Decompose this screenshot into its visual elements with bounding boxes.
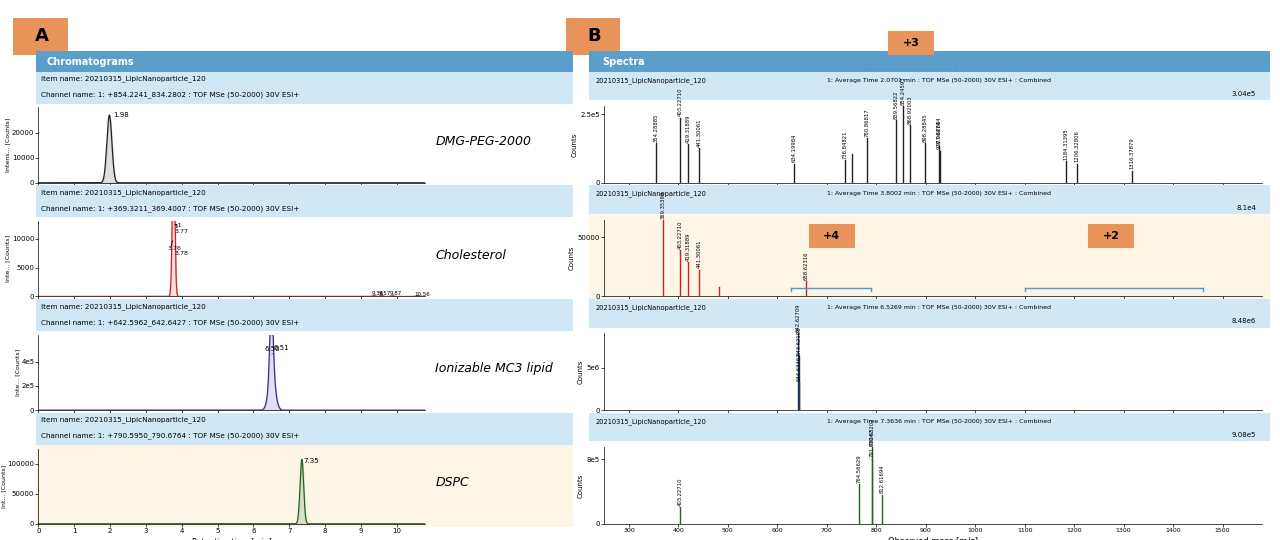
Text: 403.22710: 403.22710 <box>677 221 682 249</box>
Text: 1184.31395: 1184.31395 <box>1064 129 1069 160</box>
Text: 1316.37879: 1316.37879 <box>1129 138 1134 170</box>
Text: 354.28885: 354.28885 <box>653 113 658 141</box>
Text: 790.63202: 790.63202 <box>869 417 874 446</box>
Text: 642.62709: 642.62709 <box>796 303 801 332</box>
Y-axis label: Counts: Counts <box>568 246 575 271</box>
Text: 854.24593: 854.24593 <box>901 77 905 105</box>
X-axis label: Retention time [min]: Retention time [min] <box>192 537 271 540</box>
Text: 20210315_LipicNanoparticle_120: 20210315_LipicNanoparticle_120 <box>595 418 707 424</box>
Text: 658.62316: 658.62316 <box>804 252 809 280</box>
Text: 643.62108: 643.62108 <box>796 327 801 355</box>
Text: 369.35399: 369.35399 <box>660 190 666 219</box>
Text: Item name: 20210315_LipicNanoparticle_120: Item name: 20210315_LipicNanoparticle_12… <box>41 190 206 196</box>
Text: 9.57: 9.57 <box>379 291 392 296</box>
Text: ┓1
3.77: ┓1 3.77 <box>174 224 188 234</box>
Text: 419.31889: 419.31889 <box>685 115 690 143</box>
Text: Cholesterol: Cholesterol <box>435 248 506 261</box>
Text: 791.63047: 791.63047 <box>869 429 874 457</box>
Y-axis label: Counts: Counts <box>572 132 577 157</box>
Y-axis label: Inte... [Counts]: Inte... [Counts] <box>15 349 20 396</box>
Text: 1: Average Time 2.0701 min : TOF MSe (50-2000) 30V ESI+ : Combined: 1: Average Time 2.0701 min : TOF MSe (50… <box>827 78 1051 83</box>
Text: 441.30061: 441.30061 <box>696 240 701 268</box>
Text: Spectra: Spectra <box>603 57 645 66</box>
Y-axis label: Counts: Counts <box>579 473 584 498</box>
Text: 1.98: 1.98 <box>113 112 129 118</box>
Y-axis label: Counts: Counts <box>579 360 584 384</box>
Text: 812.61694: 812.61694 <box>879 465 884 494</box>
Text: 8.48e6: 8.48e6 <box>1231 318 1256 325</box>
Text: 20210315_LipicNanoparticle_120: 20210315_LipicNanoparticle_120 <box>595 304 707 311</box>
Text: 6.51: 6.51 <box>274 345 289 352</box>
Text: Chromatograms: Chromatograms <box>46 57 134 66</box>
Y-axis label: Intens... [Counts]: Intens... [Counts] <box>5 118 10 172</box>
FancyBboxPatch shape <box>36 51 573 526</box>
FancyBboxPatch shape <box>13 18 68 55</box>
Text: 3.04e5: 3.04e5 <box>1231 91 1256 97</box>
Text: 868.92003: 868.92003 <box>908 96 913 124</box>
Text: +2: +2 <box>1102 231 1120 241</box>
Text: 10.56: 10.56 <box>413 292 430 296</box>
Text: 898.28845: 898.28845 <box>923 113 927 141</box>
FancyBboxPatch shape <box>1088 224 1134 248</box>
Text: 927.96474: 927.96474 <box>937 121 942 150</box>
FancyBboxPatch shape <box>589 51 1270 526</box>
Text: 839.56822: 839.56822 <box>893 90 899 119</box>
Text: 403.22710: 403.22710 <box>677 477 682 506</box>
FancyBboxPatch shape <box>566 18 621 55</box>
Text: 1: Average Time 6.5269 min : TOF MSe (50-2000) 30V ESI+ : Combined: 1: Average Time 6.5269 min : TOF MSe (50… <box>827 305 1051 310</box>
Text: 644.63462: 644.63462 <box>797 353 801 381</box>
FancyBboxPatch shape <box>888 31 934 55</box>
Text: 403.22710: 403.22710 <box>677 88 682 117</box>
Text: Channel name: 1: +369.3211_369.4007 : TOF MSe (50-2000) 30V ESI+: Channel name: 1: +369.3211_369.4007 : TO… <box>41 205 300 212</box>
Text: 441.30061: 441.30061 <box>696 119 701 147</box>
Text: +4: +4 <box>823 231 840 241</box>
Text: 3.78: 3.78 <box>174 251 188 256</box>
Text: 3.76: 3.76 <box>168 246 182 251</box>
Text: 1: Average Time 7.3636 min : TOF MSe (50-2000) 30V ESI+ : Combined: 1: Average Time 7.3636 min : TOF MSe (50… <box>827 419 1051 424</box>
Text: 736.84821: 736.84821 <box>842 130 847 159</box>
Y-axis label: Int... [Counts]: Int... [Counts] <box>1 464 6 508</box>
X-axis label: Observed mass [m/z]: Observed mass [m/z] <box>888 536 978 540</box>
Text: Item name: 20210315_LipicNanoparticle_120: Item name: 20210315_LipicNanoparticle_12… <box>41 76 206 83</box>
Text: 634.19984: 634.19984 <box>792 134 796 163</box>
Text: 764.56629: 764.56629 <box>856 454 861 483</box>
Text: 9.08e5: 9.08e5 <box>1231 432 1256 438</box>
FancyBboxPatch shape <box>809 224 855 248</box>
Y-axis label: Inte... [Counts]: Inte... [Counts] <box>5 235 10 282</box>
Text: Channel name: 1: +790.5950_790.6764 : TOF MSe (50-2000) 30V ESI+: Channel name: 1: +790.5950_790.6764 : TO… <box>41 433 300 440</box>
Text: Channel name: 1: +642.5962_642.6427 : TOF MSe (50-2000) 30V ESI+: Channel name: 1: +642.5962_642.6427 : TO… <box>41 319 300 326</box>
Text: DMG-PEG-2000: DMG-PEG-2000 <box>435 135 531 148</box>
Text: 20210315_LipicNanoparticle_120: 20210315_LipicNanoparticle_120 <box>595 191 707 197</box>
Text: DSPC: DSPC <box>435 476 468 489</box>
Text: 1: Average Time 3.8002 min : TOF MSe (50-2000) 30V ESI+ : Combined: 1: Average Time 3.8002 min : TOF MSe (50… <box>827 192 1051 197</box>
Text: 1206.32806: 1206.32806 <box>1075 131 1080 163</box>
Text: 780.86817: 780.86817 <box>864 109 869 137</box>
Text: B: B <box>588 28 602 45</box>
Text: 9.36: 9.36 <box>371 291 384 296</box>
Text: Item name: 20210315_LipicNanoparticle_120: Item name: 20210315_LipicNanoparticle_12… <box>41 417 206 423</box>
Text: Channel name: 1: +854.2241_834.2802 : TOF MSe (50-2000) 30V ESI+: Channel name: 1: +854.2241_834.2802 : TO… <box>41 92 300 98</box>
Text: +3: +3 <box>902 38 919 48</box>
Text: 927.62684: 927.62684 <box>937 116 942 145</box>
Text: 9.87: 9.87 <box>389 291 402 296</box>
Text: Item name: 20210315_LipicNanoparticle_120: Item name: 20210315_LipicNanoparticle_12… <box>41 303 206 310</box>
Text: 419.31889: 419.31889 <box>685 232 690 261</box>
Text: 8.1e4: 8.1e4 <box>1236 205 1256 211</box>
Text: 20210315_LipicNanoparticle_120: 20210315_LipicNanoparticle_120 <box>595 77 707 84</box>
Text: 7.35: 7.35 <box>303 457 319 463</box>
Text: A: A <box>35 28 49 45</box>
Text: Ionizable MC3 lipid: Ionizable MC3 lipid <box>435 362 553 375</box>
Text: 6.50: 6.50 <box>265 346 280 352</box>
